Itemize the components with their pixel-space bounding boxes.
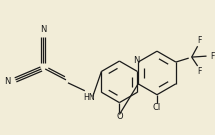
- Text: N: N: [5, 77, 11, 86]
- Text: F: F: [197, 36, 202, 45]
- Text: F: F: [197, 68, 202, 76]
- Text: HN: HN: [83, 93, 95, 102]
- Text: N: N: [40, 25, 46, 34]
- Text: O: O: [116, 112, 123, 121]
- Text: F: F: [210, 52, 215, 61]
- Text: Cl: Cl: [153, 103, 161, 112]
- Text: N: N: [133, 56, 139, 65]
